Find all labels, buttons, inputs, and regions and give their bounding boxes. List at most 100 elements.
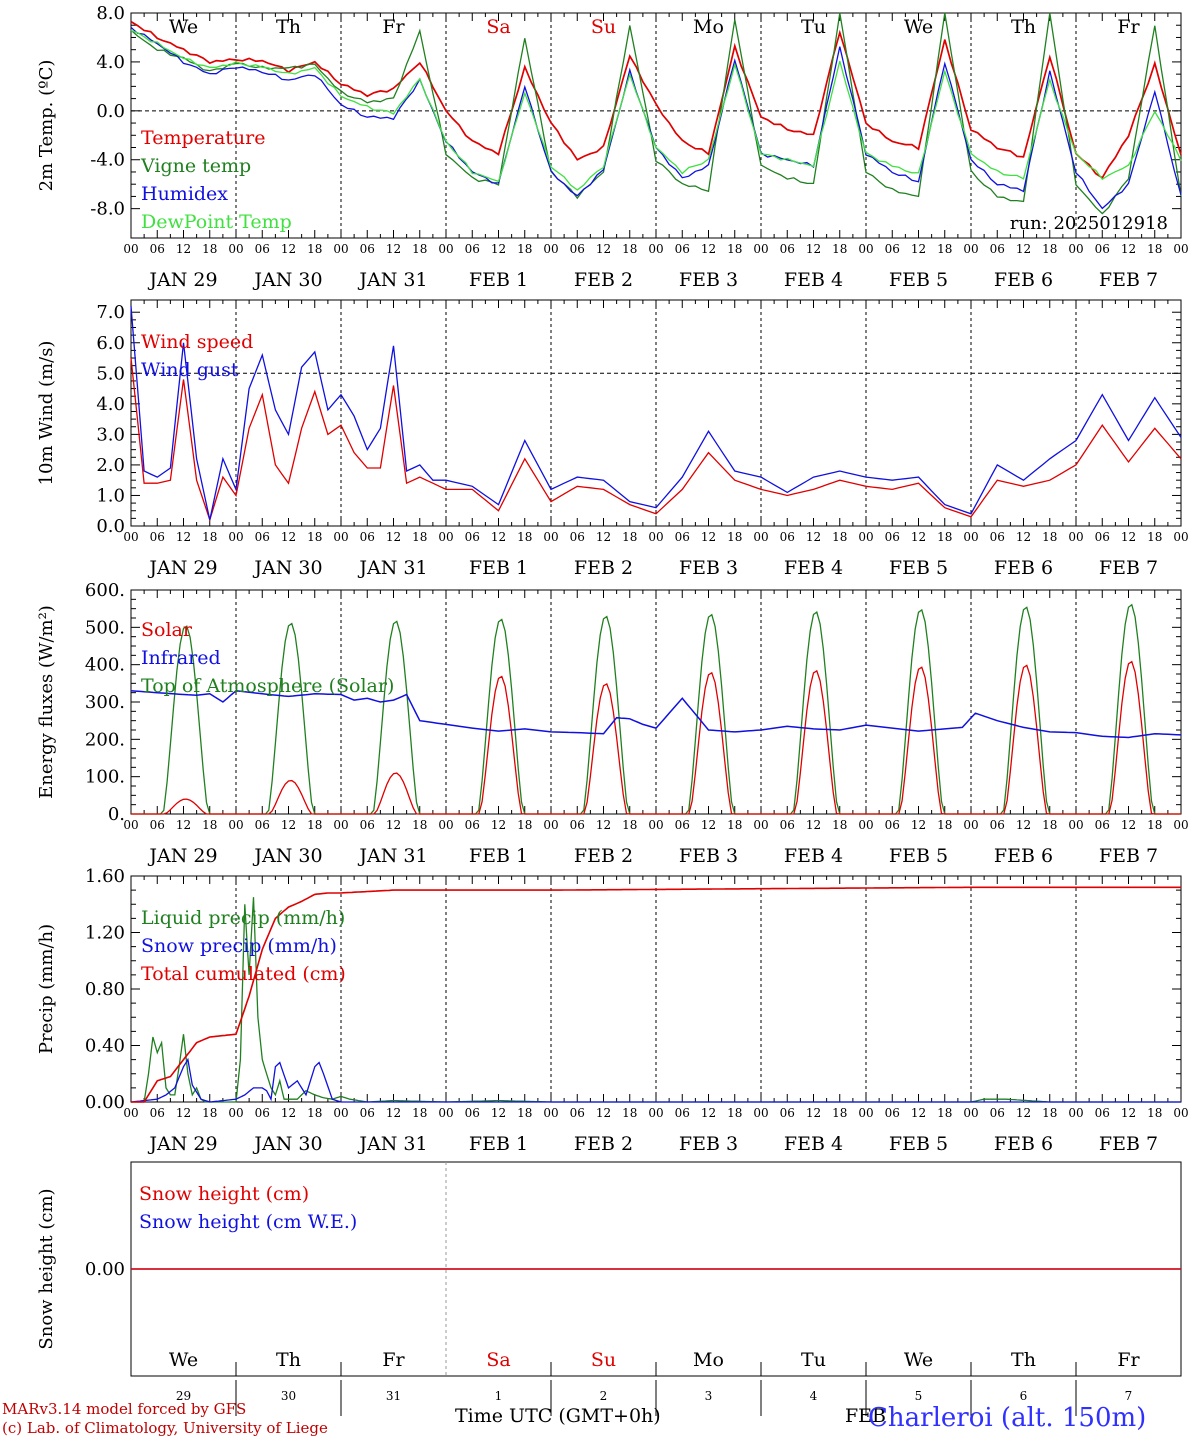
- y-axis-title: Energy fluxes (W/m²): [36, 605, 57, 799]
- panel-wind: 7.0 6.0 5.0 4.0 3.0 2.0 1.0 0.0 10m Wind (m/s) 00…: [36, 299, 1189, 579]
- x-date-label: JAN 31: [357, 269, 427, 291]
- legend-item: Snow height (cm W.E.): [139, 1211, 357, 1233]
- x-hour-label: 06: [360, 818, 375, 832]
- y-axis-title: Precip (mm/h): [36, 924, 57, 1054]
- x-date-label: FEB 1: [469, 1133, 528, 1155]
- x-hour-label: 00: [753, 530, 768, 544]
- panel-frame: [130, 12, 1182, 239]
- y-tick-label: 0.: [108, 804, 125, 825]
- x-hour-label: 12: [911, 530, 926, 544]
- weekday-label: Fr: [382, 1349, 405, 1371]
- x-date-label: FEB 2: [574, 1133, 633, 1155]
- x-hour-label: 00: [333, 1106, 348, 1120]
- x-hour-label: 18: [517, 530, 532, 544]
- x-hour-label: 00: [963, 1106, 978, 1120]
- x-hour-label: 00: [648, 818, 663, 832]
- x-hour-label: 18: [622, 242, 637, 256]
- x-hour-label: 12: [701, 1106, 716, 1120]
- x-hour-label: 00: [1068, 818, 1083, 832]
- legend-item: DewPoint Temp: [141, 211, 292, 233]
- series-line-snow: [130, 1057, 1181, 1103]
- x-hour-label: 12: [701, 818, 716, 832]
- x-hour-label: 00: [228, 530, 243, 544]
- x-date-label: JAN 30: [252, 269, 322, 291]
- x-hour-label: 00: [438, 530, 453, 544]
- x-hour-label: 00: [858, 530, 873, 544]
- series-line-solar: [131, 660, 1181, 815]
- x-hour-label: 00: [963, 242, 978, 256]
- x-hour-label: 18: [1147, 242, 1162, 256]
- x-hour-label: 06: [465, 1106, 480, 1120]
- legend-item: Top of Atmosphere (Solar): [141, 675, 394, 697]
- x-hour-label: 06: [780, 242, 795, 256]
- x-date-label: FEB 4: [784, 269, 843, 291]
- x-hour-label: 06: [150, 530, 165, 544]
- y-axis-title: Snow height (cm): [36, 1188, 57, 1349]
- x-date-label: FEB 3: [679, 845, 738, 867]
- x-date-label: FEB 1: [469, 557, 528, 579]
- x-hour-label: 06: [465, 530, 480, 544]
- x-hour-label: 00: [753, 818, 768, 832]
- x-hour-label: 06: [675, 242, 690, 256]
- x-hour-label: 12: [386, 1106, 401, 1120]
- x-hour-label: 06: [885, 242, 900, 256]
- x-date-label: FEB 7: [1099, 557, 1158, 579]
- x-hour-label: 00: [963, 818, 978, 832]
- x-hour-label: 00: [753, 242, 768, 256]
- x-hour-label: 12: [911, 242, 926, 256]
- x-hour-label: 18: [202, 1106, 217, 1120]
- x-hour-label: 06: [990, 818, 1005, 832]
- weekday-label: Mo: [693, 1349, 724, 1371]
- x-hour-label: 00: [1068, 1106, 1083, 1120]
- x-date-label: JAN 31: [357, 557, 427, 579]
- x-hour-label: 00: [648, 1106, 663, 1120]
- x-date-label: FEB 2: [574, 557, 633, 579]
- series-line-cumulated: [131, 886, 1181, 1103]
- x-hour-label: 06: [360, 530, 375, 544]
- x-date-label: FEB 6: [994, 269, 1053, 291]
- x-hour-label: 12: [491, 818, 506, 832]
- station-label: Charleroi (alt. 150m): [868, 1403, 1147, 1433]
- x-hour-label: 06: [150, 242, 165, 256]
- day-number-label: 7: [1125, 1389, 1133, 1403]
- y-tick-label: 0.80: [85, 979, 125, 1000]
- series-line-vigne: [130, 12, 1182, 215]
- x-hour-label: 12: [491, 530, 506, 544]
- x-hour-label: 12: [596, 1106, 611, 1120]
- x-hour-label: 18: [307, 1106, 322, 1120]
- day-number-label: 30: [281, 1389, 296, 1403]
- x-hour-label: 12: [596, 818, 611, 832]
- x-date-label: JAN 29: [147, 269, 217, 291]
- y-axis-title: 2m Temp. (ºC): [36, 60, 57, 192]
- x-hour-label: 12: [806, 1106, 821, 1120]
- weekday-label: Fr: [382, 16, 405, 38]
- day-number-label: 2: [600, 1389, 608, 1403]
- panel-snow: 0.00 Snow height (cm) Snow height (cm) Snow…: [36, 1161, 1182, 1416]
- x-hour-label: 18: [517, 818, 532, 832]
- x-hour-label: 18: [622, 530, 637, 544]
- y-tick-label: 200.: [85, 729, 125, 750]
- x-date-label: FEB 7: [1099, 845, 1158, 867]
- x-hour-label: 12: [1016, 530, 1031, 544]
- series-line-wind-speed: [130, 357, 1182, 523]
- x-date-label: FEB 4: [784, 845, 843, 867]
- x-date-label: JAN 31: [357, 845, 427, 867]
- x-hour-label: 06: [150, 818, 165, 832]
- x-hour-label: 18: [202, 242, 217, 256]
- x-hour-label: 06: [360, 242, 375, 256]
- x-hour-label: 00: [963, 530, 978, 544]
- legend-item: Vigne temp: [140, 155, 251, 177]
- y-tick-label: 400.: [85, 655, 125, 676]
- legend-item: Infrared: [141, 647, 221, 669]
- x-hour-label: 18: [1042, 242, 1057, 256]
- x-hour-label: 06: [570, 1106, 585, 1120]
- x-hour-label: 18: [832, 1106, 847, 1120]
- day-number-label: 31: [386, 1389, 401, 1403]
- weekday-label: Th: [1011, 16, 1036, 38]
- x-hour-label: 06: [990, 1106, 1005, 1120]
- x-hour-label: 12: [386, 818, 401, 832]
- x-hour-label: 00: [123, 242, 138, 256]
- x-hour-label: 00: [1068, 530, 1083, 544]
- x-hour-label: 18: [1042, 1106, 1057, 1120]
